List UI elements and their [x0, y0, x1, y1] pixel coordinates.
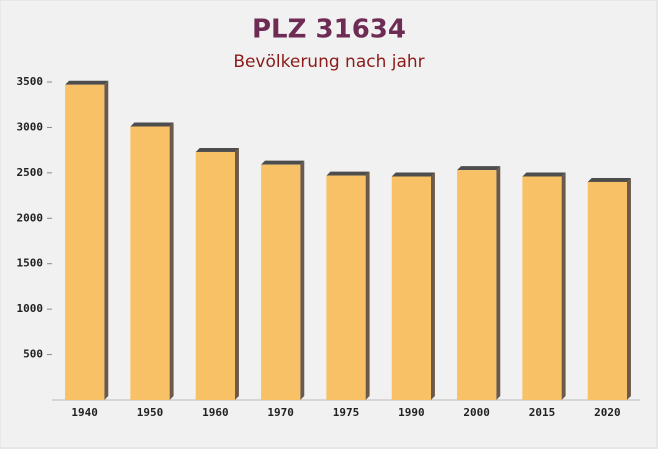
bar: [522, 176, 562, 400]
bar-top: [261, 160, 305, 165]
bar-side: [234, 147, 239, 400]
bar: [391, 176, 431, 400]
bar: [65, 84, 105, 401]
bar-top: [195, 147, 239, 152]
bar-top: [522, 172, 566, 177]
bar-side: [300, 160, 305, 400]
bar: [326, 175, 366, 400]
x-tick-label: 2000: [463, 406, 490, 419]
bar-top: [391, 172, 435, 177]
y-tick-label: 1000: [17, 302, 44, 315]
y-tick-label: 500: [23, 348, 43, 361]
y-tick-label: 2500: [17, 166, 44, 179]
bar: [261, 164, 301, 400]
bar-side: [365, 171, 370, 400]
bar: [130, 126, 170, 401]
x-tick-label: 1950: [137, 406, 164, 419]
bar-side: [626, 177, 631, 400]
x-tick-label: 2020: [594, 406, 621, 419]
bar-side: [169, 122, 174, 401]
bar-top: [326, 171, 370, 176]
chart-title: PLZ 31634: [252, 15, 406, 45]
x-tick-label: 1970: [267, 406, 294, 419]
bar-top: [65, 80, 109, 85]
chart-subtitle: Bevölkerung nach jahr: [233, 52, 424, 72]
x-tick-label: 1990: [398, 406, 425, 419]
bar-top: [130, 122, 174, 127]
bar-top: [457, 166, 501, 171]
x-tick-label: 1940: [71, 406, 98, 419]
y-tick-label: 1500: [17, 257, 44, 270]
bar: [587, 181, 627, 400]
bar-top: [587, 177, 631, 182]
x-tick-label: 1960: [202, 406, 229, 419]
y-tick-label: 2000: [17, 211, 44, 224]
x-tick-label: 1975: [333, 406, 360, 419]
x-tick-label: 2015: [529, 406, 556, 419]
bar-side: [496, 166, 501, 400]
bar-side: [561, 172, 566, 400]
bar: [195, 151, 235, 400]
y-tick-label: 3500: [17, 75, 44, 88]
bar-side: [104, 80, 109, 401]
bar: [457, 170, 497, 400]
bar-side: [430, 172, 435, 400]
y-tick-label: 3000: [17, 120, 44, 133]
